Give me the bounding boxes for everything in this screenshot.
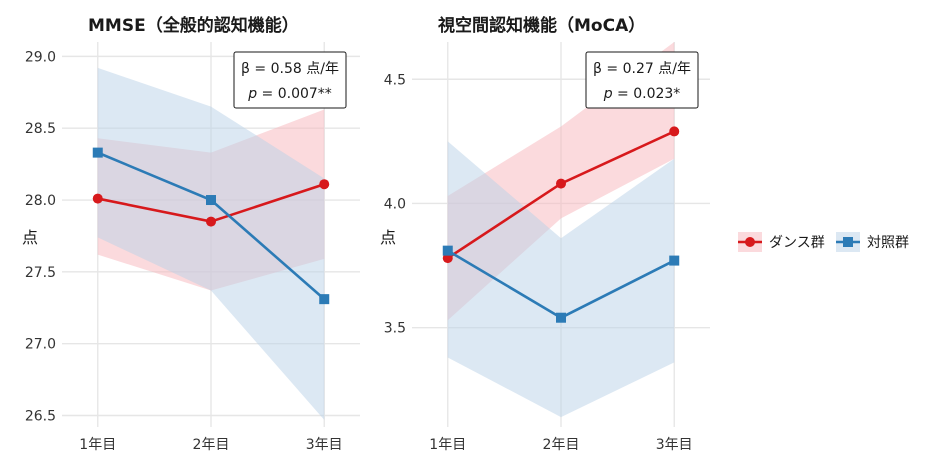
y-tick-label: 4.5 (384, 72, 406, 88)
data-point-dance (669, 126, 680, 137)
legend-label-control: 対照群 (867, 235, 909, 251)
data-point-dance (556, 178, 566, 189)
ci-band-control (97, 67, 325, 420)
stats-annotation-box (585, 51, 699, 109)
y-tick-label: 3.5 (384, 321, 406, 337)
legend-marker-circle (745, 237, 755, 247)
panel-moca: 視空間認知機能（MoCA） 3.5 4.0 4.5 1年目 2年目 3年目 点 β = 0.27… (380, 15, 710, 453)
p-value-annotation: p = 0.007** (247, 86, 332, 102)
data-point-control (669, 255, 680, 266)
beta-annotation: β = 0.58 点/年 (241, 61, 339, 77)
x-tick-label: 2年目 (193, 437, 230, 453)
y-tick-label: 26.5 (25, 409, 56, 425)
y-tick-label: 28.5 (25, 121, 56, 137)
x-tick-label: 3年目 (306, 437, 343, 453)
p-value-annotation: p = 0.023* (603, 86, 681, 102)
data-point-dance (206, 216, 216, 227)
y-tick-label: 27.5 (25, 265, 56, 281)
stats-annotation-box (233, 51, 347, 109)
chart-title: MMSE（全般的認知機能） (88, 15, 299, 36)
legend-label-dance: ダンス群 (769, 235, 825, 251)
y-axis-label: 点 (22, 228, 38, 247)
x-tick-label: 2年目 (543, 437, 580, 453)
x-tick-label: 1年目 (429, 437, 466, 453)
y-tick-label: 28.0 (25, 193, 56, 209)
data-point-dance (319, 179, 330, 190)
legend: ダンス群 対照群 (738, 232, 909, 252)
panel-mmse: MMSE（全般的認知機能） 26.5 27.0 27.5 28.0 28.5 29.0 1年目… (22, 15, 360, 453)
beta-annotation: β = 0.27 点/年 (593, 61, 691, 77)
data-point-dance (92, 193, 103, 204)
p-value: = 0.007** (257, 86, 332, 102)
ci-band-control (447, 141, 675, 418)
data-point-control (92, 147, 103, 158)
chart-title: 視空間認知機能（MoCA） (437, 15, 645, 36)
p-value: = 0.023* (613, 86, 681, 102)
y-tick-label: 4.0 (384, 196, 406, 212)
y-tick-label: 27.0 (25, 337, 56, 353)
legend-marker-square (843, 237, 853, 247)
data-point-control (556, 312, 566, 323)
y-axis-label: 点 (380, 228, 396, 247)
y-tick-label: 29.0 (25, 49, 56, 65)
x-tick-label: 3年目 (656, 437, 693, 453)
data-point-control (206, 195, 216, 206)
p-symbol: p (603, 86, 613, 102)
data-point-control (319, 294, 330, 305)
p-symbol: p (247, 86, 257, 102)
data-point-control (442, 245, 453, 256)
x-tick-label: 1年目 (79, 437, 116, 453)
